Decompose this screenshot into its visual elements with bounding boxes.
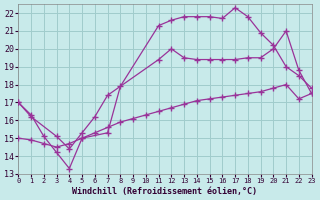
X-axis label: Windchill (Refroidissement éolien,°C): Windchill (Refroidissement éolien,°C)	[72, 187, 258, 196]
